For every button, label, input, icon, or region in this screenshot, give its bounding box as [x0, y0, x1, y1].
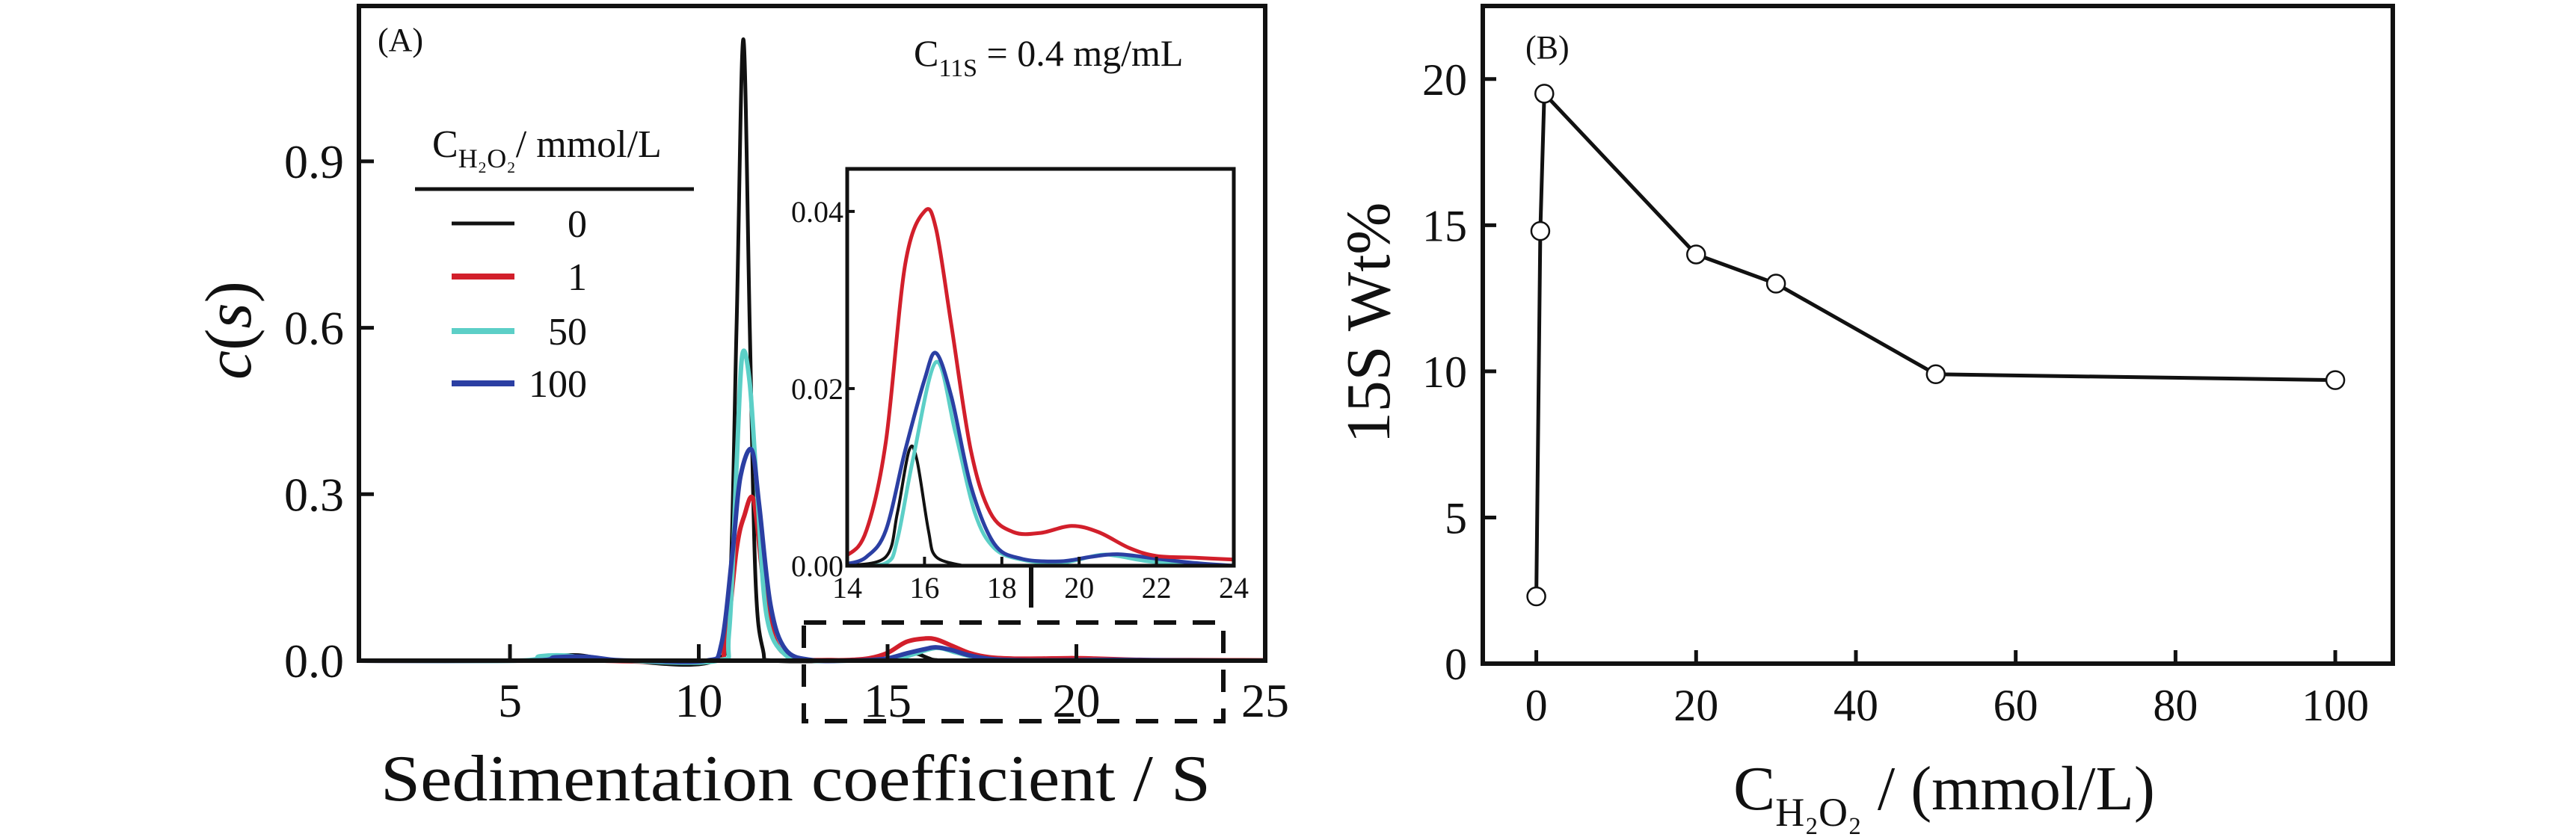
b-x-title-symbol: C [1733, 754, 1775, 824]
panel-b-ticks: 0 20 40 60 80 100 0 5 10 15 20 [1422, 55, 2369, 730]
legend-title-unit: / mmol/L [516, 123, 662, 166]
panel-b-y-tick-label: 20 [1422, 55, 1467, 105]
panel-b-x-tick-label: 40 [1833, 681, 1878, 730]
inset-x-tick-label: 22 [1142, 571, 1172, 605]
legend-title: CH₂O₂/ mmol/L [432, 123, 662, 173]
panel-b-x-tick-label: 100 [2302, 681, 2369, 730]
y-title-close-paren: ) [193, 281, 265, 303]
panel-b-frame [1481, 4, 2395, 666]
panel-b-y-tick-label: 0 [1445, 640, 1467, 689]
panel-b-x-tick-label: 0 [1525, 681, 1548, 730]
inset-series-1-line [847, 207, 1234, 562]
annotation-subscript: 11S [938, 55, 977, 82]
legend-label-0: 0 [568, 203, 587, 246]
panel-a-y-tick-label: 0.0 [284, 634, 344, 688]
legend-label-50: 50 [548, 311, 587, 353]
annotation-text: = 0.4 mg/mL [977, 32, 1183, 74]
panel-a-x-tick-label: 15 [864, 674, 912, 727]
legend-item-0: 0 [452, 203, 587, 246]
concentration-annotation: C11S = 0.4 mg/mL [914, 32, 1183, 82]
panel-a-y-tick-label: 0.3 [284, 468, 344, 521]
inset-y-tick-label: 0.04 [791, 195, 843, 229]
inset-x-tick-label: 24 [1219, 571, 1249, 605]
inset-y-tick-label: 0.00 [791, 549, 843, 583]
panel-b-x-tick-label: 20 [1673, 681, 1718, 730]
panel-a-x-tick-label: 5 [498, 674, 522, 727]
panel-a-label: (A) [378, 22, 423, 58]
panel-a-x-tick-label: 25 [1241, 674, 1289, 727]
legend-label-1: 1 [568, 256, 587, 299]
panel-a-frame [357, 4, 1267, 663]
annotation-symbol: C [914, 32, 938, 74]
panel-b-x-tick-label: 80 [2153, 681, 2198, 730]
panel-a-ticks: 5 10 15 20 250.00.30.60.9 [284, 135, 1289, 727]
panel-a-x-tick-label: 20 [1053, 674, 1101, 727]
inset-x-tick-label: 20 [1064, 571, 1094, 605]
inset-curves [847, 207, 1234, 566]
legend-item-100: 100 [452, 363, 587, 406]
inset-series-0-line [847, 444, 965, 566]
inset-x-tick-label: 16 [909, 571, 939, 605]
panel-b: 0 20 40 60 80 100 0 5 10 15 20 (B) CH₂O₂ / (mmol/L… [1334, 4, 2395, 835]
panel-a-x-axis-title: Sedimentation coefficient / S [381, 743, 1211, 815]
panel-b-series-line [1534, 89, 2336, 597]
inset-x-tick-label: 18 [987, 571, 1017, 605]
y-title-open-paren: ( [193, 329, 265, 350]
b-x-title-subscript: H₂O₂ [1775, 790, 1862, 835]
panel-b-point-20 [1686, 244, 1706, 265]
panel-b-point-30 [1765, 274, 1786, 294]
legend-item-1: 1 [452, 256, 587, 299]
legend-item-50: 50 [452, 311, 587, 353]
panel-a: 5 10 15 20 250.00.30.60.9 (A) C11S = 0.4 mg/… [193, 4, 1289, 815]
legend-title-symbol: C [432, 123, 458, 166]
panel-b-x-axis-title: CH₂O₂ / (mmol/L) [1733, 754, 2155, 835]
panel-b-y-tick-label: 5 [1445, 493, 1467, 543]
panel-b-point-50 [1925, 364, 1946, 385]
panel-b-point-1 [1534, 84, 1555, 104]
panel-b-point-100 [2325, 370, 2346, 390]
legend-entries: 0 1 50 100 [452, 203, 587, 406]
panel-b-y-tick-label: 15 [1422, 201, 1467, 250]
panel-a-y-axis-title: c(s) [193, 281, 265, 380]
panel-b-point-0 [1526, 586, 1546, 607]
panel-b-point-0.5 [1530, 220, 1551, 241]
panel-b-x-tick-label: 60 [1994, 681, 2038, 730]
zoom-region-box [802, 620, 1226, 723]
legend-title-subscript: H₂O₂ [458, 143, 516, 173]
panel-a-y-tick-label: 0.9 [284, 135, 344, 188]
b-x-title-unit: / (mmol/L) [1862, 754, 2155, 824]
panel-b-label: (B) [1525, 29, 1570, 66]
inset-ticks: 14 16 18 20 22 24 0.00 0.02 0.04 [791, 195, 1249, 605]
inset-x-tick-label: 14 [832, 571, 862, 605]
inset-plot: 14 16 18 20 22 24 0.00 0.02 0.04 [791, 167, 1249, 605]
inset-y-tick-label: 0.02 [791, 372, 843, 406]
panel-b-y-tick-label: 10 [1422, 348, 1467, 397]
panel-a-y-tick-label: 0.6 [284, 302, 344, 355]
inset-series-100-line [847, 350, 1234, 566]
y-title-c: c [193, 350, 265, 380]
panel-b-y-axis-title: 15S Wt% [1334, 203, 1404, 444]
panel-b-series [1526, 84, 2346, 607]
inset-frame-border [845, 167, 1236, 568]
panel-a-x-tick-label: 10 [675, 674, 723, 727]
legend: CH₂O₂/ mmol/L 0 1 50 100 [415, 123, 694, 406]
y-title-s: s [193, 303, 265, 328]
legend-label-100: 100 [529, 363, 587, 406]
